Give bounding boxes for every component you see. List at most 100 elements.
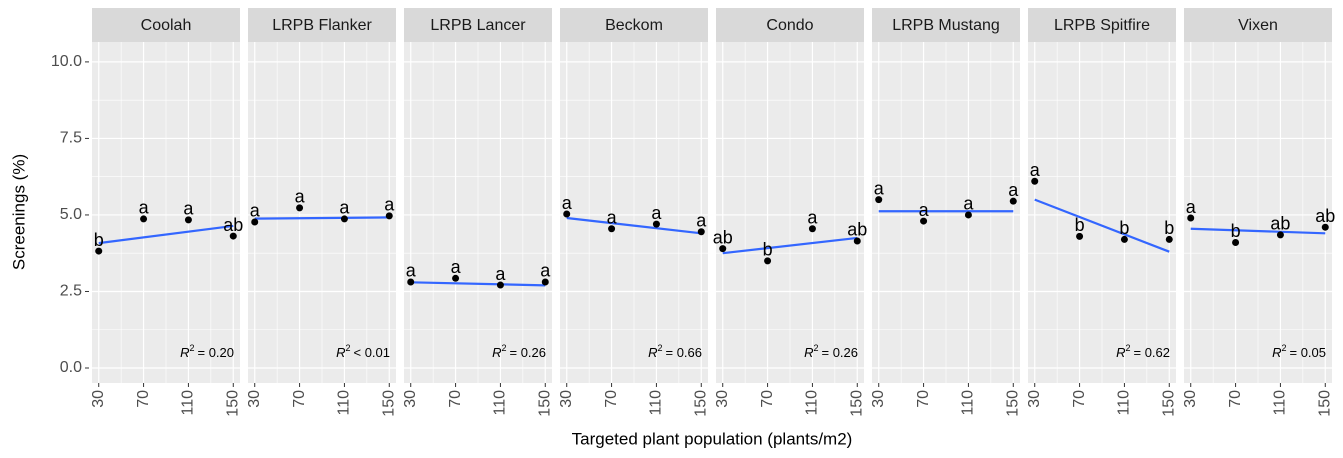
significance-letter: b (763, 240, 773, 260)
significance-letter: ab (223, 215, 243, 235)
x-tick-label: 110 (960, 390, 977, 416)
x-tick-label: 30 (90, 390, 107, 408)
point (340, 215, 348, 223)
r-squared: R2 < 0.01 (336, 343, 390, 360)
fit-line (1190, 227, 1326, 235)
x-tick-label: 70 (915, 390, 932, 408)
point (229, 232, 237, 240)
x-tick-label: 30 (1182, 390, 1199, 408)
x-tick-label: 30 (246, 390, 263, 408)
x-tick-label: 70 (759, 390, 776, 408)
significance-letter: ab (847, 220, 867, 240)
r-squared: R2 = 0.26 (804, 343, 858, 360)
y-tick-label: 2.5 (60, 283, 82, 300)
point (452, 274, 460, 282)
x-tick-label: 30 (558, 390, 575, 408)
r2-value: = 0.66 (665, 345, 702, 360)
significance-letter: a (651, 203, 662, 223)
facet-label: LRPB Lancer (430, 17, 526, 34)
significance-letter: a (339, 198, 350, 218)
facet-label: Coolah (141, 17, 192, 34)
point (1187, 214, 1195, 222)
significance-letter: a (1030, 160, 1041, 180)
x-tick-label: 70 (1071, 390, 1088, 408)
r2-exponent: 2 (1125, 343, 1130, 353)
x-tick-label: 70 (447, 390, 464, 408)
significance-letter: a (562, 193, 573, 213)
significance-letter: a (451, 257, 462, 277)
y-tick-label: 7.5 (60, 130, 82, 147)
point (920, 217, 928, 225)
y-axis-label: Screenings (%) (9, 154, 28, 270)
significance-letter: a (406, 261, 417, 281)
r-squared: R2 = 0.20 (180, 343, 234, 360)
r2-value: = 0.26 (509, 345, 546, 360)
point (1165, 235, 1173, 243)
significance-letter: b (1075, 215, 1085, 235)
strip (92, 8, 240, 42)
significance-letter: a (607, 207, 618, 227)
significance-letter: a (183, 199, 194, 219)
significance-letter: a (963, 194, 974, 214)
x-tick-label: 30 (1026, 390, 1043, 408)
r2-symbol: R (1272, 345, 1281, 360)
facet-label: LRPB Spitfire (1054, 17, 1150, 34)
r2-symbol: R (180, 345, 189, 360)
significance-letter: a (919, 200, 930, 220)
point (385, 212, 393, 220)
significance-letter: a (540, 261, 551, 281)
point (541, 278, 549, 286)
significance-letter: b (1119, 218, 1129, 238)
significance-letter: b (1164, 218, 1174, 238)
x-tick-label: 150 (536, 390, 553, 417)
r-squared: R2 = 0.26 (492, 343, 546, 360)
r2-exponent: 2 (189, 343, 194, 353)
x-axis-label: Targeted plant population (plants/m2) (572, 429, 853, 448)
significance-letter: b (1231, 221, 1241, 241)
x-tick-label: 70 (291, 390, 308, 408)
r2-symbol: R (336, 345, 345, 360)
r2-exponent: 2 (345, 343, 350, 353)
strip (716, 8, 864, 42)
x-tick-label: 150 (692, 390, 709, 417)
x-tick-label: 110 (492, 390, 509, 416)
facet-label: LRPB Flanker (272, 17, 372, 34)
point (719, 245, 727, 253)
significance-letter: ab (713, 227, 733, 247)
strip (404, 8, 552, 42)
point (1031, 177, 1039, 185)
significance-letter: a (874, 178, 885, 198)
x-tick-label: 110 (804, 390, 821, 416)
strip (1028, 8, 1176, 42)
significance-letter: a (495, 264, 506, 284)
point (697, 228, 705, 236)
point (1076, 232, 1084, 240)
point (140, 215, 148, 223)
fit-line (410, 281, 546, 287)
fit-line (1034, 198, 1170, 253)
significance-letter: a (807, 207, 818, 227)
x-tick-label: 30 (714, 390, 731, 408)
point (1321, 223, 1329, 231)
r2-exponent: 2 (813, 343, 818, 353)
significance-letter: a (1008, 180, 1019, 200)
strip (1184, 8, 1332, 42)
x-tick-label: 30 (870, 390, 887, 408)
significance-letter: ab (1315, 206, 1335, 226)
significance-letter: a (384, 195, 395, 215)
y-tick-label: 5.0 (60, 206, 82, 223)
point (1276, 231, 1284, 239)
significance-letter: a (696, 211, 707, 231)
r-squared: R2 = 0.62 (1116, 343, 1170, 360)
point (808, 225, 816, 233)
facet-label: Condo (766, 17, 813, 34)
point (875, 196, 883, 204)
x-tick-label: 150 (1160, 390, 1177, 417)
r2-symbol: R (804, 345, 813, 360)
point (95, 247, 103, 255)
strip (560, 8, 708, 42)
fit-line (566, 216, 702, 235)
fit-line (98, 224, 234, 245)
x-tick-label: 150 (1316, 390, 1333, 417)
point (251, 218, 259, 226)
